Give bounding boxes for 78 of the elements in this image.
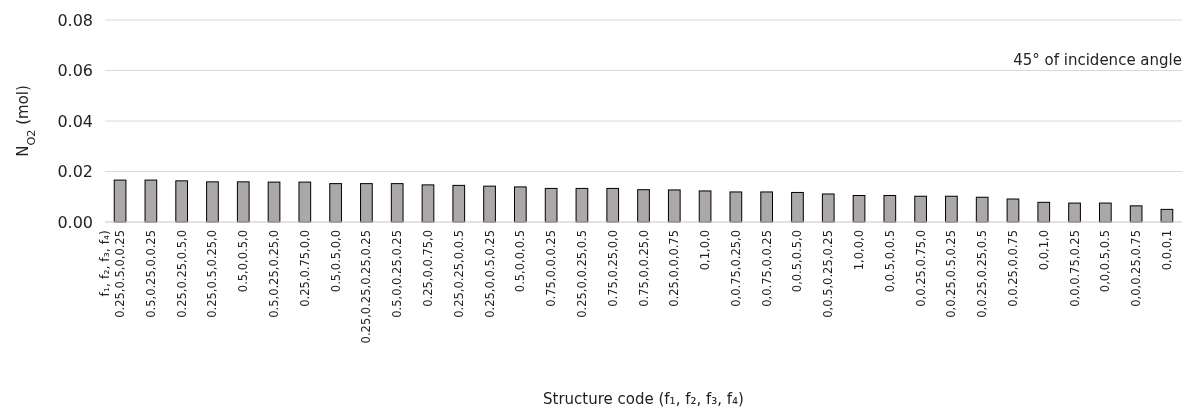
bar (606, 187, 620, 223)
bar (760, 191, 774, 223)
x-tick-label: 0.25,0.25,0.5,0 (174, 230, 189, 318)
x-tick-label: 0.25,0,0.75,0 (421, 230, 435, 307)
y-tick-label: 0.04 (57, 111, 93, 131)
text: f₁, f₂, f₃, f₄) (97, 230, 113, 297)
x-axis-title: Structure code (f₁, f₂, f₃, f₄) (543, 390, 744, 408)
bar (1098, 202, 1112, 223)
x-tick-label: 0,0.5,0,0.5 (882, 230, 897, 293)
bar (1037, 201, 1051, 223)
bar (1068, 202, 1081, 223)
x-tick-label: 0.75,0,0,0.25 (544, 230, 559, 307)
x-tick-label: 0.25,0.25,0,0.5 (451, 230, 466, 318)
y-tick-label: 0.02 (57, 162, 93, 182)
x-tick-label: 0.25,0.5,0.25,0 (205, 230, 220, 318)
bar (544, 187, 558, 223)
x-tick-label: 0.25,0,0,0.75 (667, 230, 682, 307)
bar (575, 187, 589, 223)
x-tick-label: 1,0,0,0 (852, 230, 867, 271)
bar (175, 180, 189, 223)
bar (113, 179, 127, 223)
x-tick-label: 0,0.25,0,0.75 (1005, 230, 1020, 307)
x-tick-label: 0,0,0.5,0.5 (1098, 230, 1113, 293)
x-tick-label: 0,1,0,0 (698, 230, 713, 271)
bar (421, 184, 435, 223)
bar (945, 195, 958, 223)
x-tick-label: 0.5,0,0.5,0 (236, 230, 251, 293)
bar (513, 186, 527, 223)
x-tick-label: 0,0.25,0.5,0.25 (944, 230, 959, 318)
y-tick-label: 0.08 (57, 10, 93, 30)
x-tick-label: 0.25,0.5,0,0.25 (113, 230, 128, 318)
bar (329, 183, 342, 223)
x-tick-label: 0,0.75,0.25,0 (728, 230, 743, 307)
bar (144, 179, 158, 223)
bar (1160, 208, 1174, 223)
bar (236, 181, 250, 223)
x-tick-label: 0.5,0.25,0.25,0 (267, 230, 282, 318)
bar (821, 193, 835, 223)
bar (390, 183, 404, 223)
bar (914, 195, 927, 223)
x-tick-label: 0,0,0.75,0.25 (1067, 230, 1082, 307)
bar (1129, 205, 1143, 223)
bar (667, 189, 681, 223)
bar (1006, 198, 1020, 223)
bar (298, 181, 312, 223)
x-tick-label: 0.25,0,0.5,0.25 (482, 230, 497, 318)
bar (729, 191, 743, 223)
bar (267, 181, 281, 223)
bar (975, 196, 989, 223)
x-tick-label: 0.25,0.25,0.25,0.25 (359, 230, 374, 344)
x-tick-label: 0,0.5,0.25,0.25 (821, 230, 836, 318)
x-tick-label: 0.5,0,0.25,0.25 (390, 230, 405, 318)
bar (206, 181, 219, 223)
x-tick-label: 0.25,0.75,0,0 (297, 230, 312, 307)
bar (852, 194, 866, 223)
x-tick-label: 0.25,0,0.25,0.5 (574, 230, 589, 318)
x-tick-label: 0.75,0.25,0,0 (605, 230, 620, 307)
x-tick-label: 0,0.5,0.5,0 (790, 230, 805, 293)
bar (452, 184, 466, 223)
bar (883, 194, 897, 223)
x-tick-label: 0,0.25,0.75,0 (913, 230, 928, 307)
bar (698, 190, 712, 223)
bar (637, 189, 650, 223)
bar (791, 191, 804, 223)
bar (360, 183, 373, 223)
x-tick-label: 0,0,0,1 (1159, 230, 1174, 271)
x-tick-label: 0.5,0.5,0,0 (328, 230, 343, 293)
x-tick-label: 0,0.75,0,0.25 (759, 230, 774, 307)
annotation: 45° of incidence angle (1013, 51, 1182, 70)
x-tick-label: 0,0,1,0 (1036, 230, 1051, 271)
x-tick-label: 0.5,0.25,0,0.25 (143, 230, 158, 318)
y-tick-label: 0.00 (57, 212, 93, 232)
x-tick-label: 0.5,0,0,0.5 (513, 230, 528, 293)
y-tick-label: 0.06 (57, 61, 93, 81)
x-tick-label: 0,0,0.25,0.75 (1129, 230, 1144, 307)
bar (483, 185, 496, 223)
x-tick-label: 0.75,0,0.25,0 (636, 230, 651, 307)
x-tick-label: 0,0.25,0.25,0.5 (975, 230, 990, 318)
